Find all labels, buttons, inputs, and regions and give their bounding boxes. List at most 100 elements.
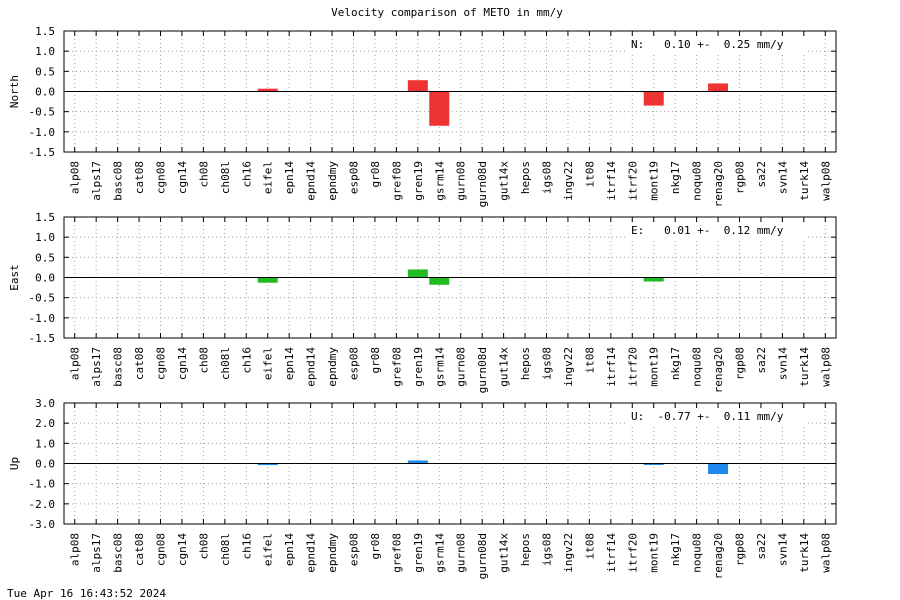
x-tick-label: mont19 xyxy=(648,347,661,387)
x-tick-label: sa22 xyxy=(755,347,768,374)
x-tick-label: cgn14 xyxy=(176,161,189,194)
x-tick-label: eifel xyxy=(262,347,275,380)
x-tick-label: epn14 xyxy=(283,347,296,380)
bar-gren19 xyxy=(407,460,428,464)
x-tick-label: ch08l xyxy=(219,161,232,194)
x-tick-label: cat08 xyxy=(133,347,146,380)
x-tick-label: epndmy xyxy=(326,533,339,573)
x-tick-label: gren19 xyxy=(412,533,425,573)
x-tick-label: basc08 xyxy=(112,533,125,573)
annotation-box xyxy=(626,36,806,52)
panel-up: 3.0 2.0 1.0 0.0 -1.0 -2.0 -3.0 U: -0.77 +- 0.11… xyxy=(8,397,837,579)
x-tick-label: epndmy xyxy=(326,347,339,387)
x-tick-label: basc08 xyxy=(112,161,125,201)
x-tick-label: gref08 xyxy=(390,347,403,387)
x-tick-label: svn14 xyxy=(776,161,789,194)
y-tick-label: 1.0 xyxy=(35,437,55,450)
bar-eifel xyxy=(257,463,278,466)
x-tick-label: ch16 xyxy=(240,161,253,188)
x-tick-label: cat08 xyxy=(133,161,146,194)
x-tick-label: cgn14 xyxy=(176,533,189,566)
x-tick-label: alp08 xyxy=(69,161,82,194)
plot-frame xyxy=(63,216,837,339)
x-tick-label: noqu08 xyxy=(691,347,704,387)
x-tick-label: hepos xyxy=(519,347,532,380)
bar-eifel xyxy=(257,88,278,92)
x-tick-label: gut14x xyxy=(498,161,511,201)
y-tick-label: 3.0 xyxy=(35,397,55,410)
x-tick-label: alps17 xyxy=(90,347,103,387)
y-tick-label: -1.0 xyxy=(29,478,56,491)
x-tick-label: gurn08 xyxy=(455,533,468,573)
x-tick-label: turk14 xyxy=(798,161,811,201)
y-tick-label: 0.0 xyxy=(35,86,55,99)
y-tick-label: 1.0 xyxy=(35,231,55,244)
x-tick-label: itrf20 xyxy=(626,533,639,573)
x-tick-label: noqu08 xyxy=(691,533,704,573)
x-tick-label: itrf14 xyxy=(605,161,618,201)
y-axis-label: North xyxy=(8,75,21,108)
x-tick-label: renag20 xyxy=(712,161,725,207)
x-tick-label: gurn08d xyxy=(476,533,489,579)
x-tick-label: ch08l xyxy=(219,533,232,566)
x-tick-label: it08 xyxy=(583,347,596,374)
chart-title: Velocity comparison of METO in mm/y xyxy=(331,6,563,19)
annotation-box xyxy=(626,222,806,238)
x-tick-label: ingv22 xyxy=(562,347,575,387)
x-tick-label: renag20 xyxy=(712,347,725,393)
plot-frame xyxy=(63,402,837,525)
y-tick-label: 0.5 xyxy=(35,65,55,78)
y-tick-label: 0.0 xyxy=(35,272,55,285)
x-tick-label: rgp08 xyxy=(734,161,747,194)
x-tick-label: cgn08 xyxy=(155,533,168,566)
x-tick-label: gr08 xyxy=(369,347,382,374)
x-tick-label: nkg17 xyxy=(669,161,682,194)
x-tick-label: ch16 xyxy=(240,347,253,374)
x-tick-label: alps17 xyxy=(90,161,103,201)
x-tick-label: hepos xyxy=(519,161,532,194)
x-tick-label: sa22 xyxy=(755,161,768,188)
x-tick-label: ch08 xyxy=(197,533,210,560)
x-tick-label: cgn08 xyxy=(155,161,168,194)
x-tick-label: gsrm14 xyxy=(433,161,446,201)
y-tick-label: -1.0 xyxy=(29,312,56,325)
x-tick-label: igs08 xyxy=(541,533,554,566)
x-tick-label: rgp08 xyxy=(734,347,747,380)
x-tick-label: hepos xyxy=(519,533,532,566)
y-tick-label: -1.0 xyxy=(29,126,56,139)
y-tick-label: 0.0 xyxy=(35,458,55,471)
y-axis-label: East xyxy=(8,264,21,291)
x-tick-label: gurn08d xyxy=(476,161,489,207)
x-tick-label: cgn14 xyxy=(176,347,189,380)
x-tick-label: alp08 xyxy=(69,533,82,566)
bar-gren19 xyxy=(407,80,428,92)
x-tick-label: it08 xyxy=(583,161,596,188)
x-tick-label: ingv22 xyxy=(562,533,575,573)
plot-frame xyxy=(63,30,837,153)
y-tick-label: -1.5 xyxy=(29,332,56,345)
x-tick-label: gref08 xyxy=(390,161,403,201)
y-tick-label: -1.5 xyxy=(29,146,56,159)
x-tick-label: gsrm14 xyxy=(433,533,446,573)
x-tick-label: gren19 xyxy=(412,347,425,387)
x-tick-label: walp08 xyxy=(819,533,832,573)
bar-gsrm14 xyxy=(429,277,450,285)
x-tick-label: gref08 xyxy=(390,533,403,573)
bar-mont19 xyxy=(643,463,664,465)
x-tick-label: ch08 xyxy=(197,161,210,188)
stats-annotation: E: 0.01 +- 0.12 mm/y xyxy=(631,224,784,237)
x-tick-label: esp08 xyxy=(348,533,361,566)
y-tick-label: -0.5 xyxy=(29,292,56,305)
x-tick-label: gr08 xyxy=(369,533,382,560)
x-tick-label: ingv22 xyxy=(562,161,575,201)
x-tick-label: turk14 xyxy=(798,533,811,573)
x-tick-label: nkg17 xyxy=(669,347,682,380)
x-tick-label: epnd14 xyxy=(305,533,318,573)
bar-renag20 xyxy=(708,83,729,92)
bar-renag20 xyxy=(708,463,729,474)
x-tick-label: gr08 xyxy=(369,161,382,188)
x-tick-label: gurn08 xyxy=(455,347,468,387)
x-tick-label: mont19 xyxy=(648,533,661,573)
x-tick-label: igs08 xyxy=(541,347,554,380)
x-tick-label: rgp08 xyxy=(734,533,747,566)
